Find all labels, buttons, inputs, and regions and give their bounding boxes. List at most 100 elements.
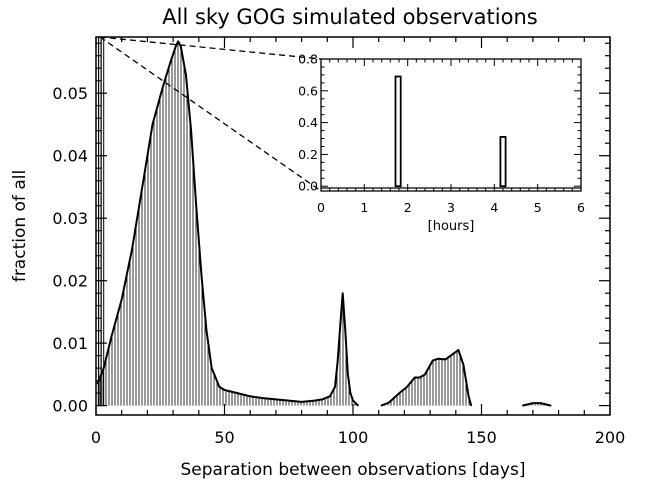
series-1-point: [357, 405, 359, 407]
series-2-point: [380, 405, 382, 407]
series-1-point: [249, 395, 251, 397]
y-tick-label: 0.03: [52, 209, 88, 228]
series-1-point: [121, 298, 123, 300]
series-2-point: [457, 349, 459, 351]
series-1-point: [313, 400, 315, 402]
series-1-point: [349, 392, 351, 394]
inset-x-axis-label: [hours]: [428, 219, 475, 234]
x-tick-label: 200: [595, 428, 626, 447]
series-1-point: [347, 373, 349, 375]
x-tick-label: 50: [214, 428, 234, 447]
near-zero-bars: [95, 36, 105, 407]
chart-title: All sky GOG simulated observations: [162, 5, 537, 29]
series-2-point: [419, 376, 421, 379]
y-tick-label: 0.00: [52, 397, 88, 416]
series-2-fill: [381, 350, 472, 406]
series-2-point: [398, 392, 400, 394]
series-2-point: [470, 405, 472, 407]
series-3-point: [532, 402, 534, 404]
series-1-point: [169, 61, 172, 63]
series-1-point: [288, 400, 290, 402]
series-1-point: [177, 40, 179, 43]
series-1-point: [321, 398, 323, 400]
series-2-point: [432, 360, 434, 362]
series-1-point: [110, 336, 112, 338]
series-1-point: [195, 205, 197, 207]
series-3-point: [550, 405, 552, 407]
series-1-point: [218, 386, 220, 388]
series-2-point: [444, 358, 447, 360]
series-1-point: [211, 367, 213, 369]
main-x-ticks: 0 50 100 150 200: [91, 37, 625, 447]
inset-x-tick-label: 3: [447, 200, 455, 215]
inset-y-tick-label: 0.2: [298, 147, 318, 162]
series-3-point: [522, 405, 524, 407]
series-1-point: [329, 395, 331, 397]
y-tick-label: 0.01: [52, 334, 88, 353]
series-1-fill: [97, 41, 359, 406]
zoom-connector: [99, 36, 322, 192]
main-y-ticks: 0.000.010.020.030.040.05: [52, 42, 610, 416]
series-3-line: [522, 402, 552, 407]
series-1-point: [175, 45, 177, 48]
inset-bar: [394, 75, 402, 188]
inset-x-tick-label: 4: [490, 200, 498, 215]
series-2-point: [406, 386, 408, 388]
inset-bar: [499, 135, 507, 188]
series-2-point: [462, 364, 465, 366]
series-1-point: [185, 73, 187, 76]
series-1-point: [236, 392, 238, 394]
series-3-point: [540, 402, 542, 404]
series-1-point: [205, 330, 208, 332]
main-chart: 0 50 100 150 200 0.000.010.020.030.040.05 Se…: [10, 36, 625, 480]
series-2-point: [437, 358, 439, 360]
series-1-point: [131, 248, 133, 250]
series-1-point: [96, 383, 98, 385]
series-2-point: [414, 376, 416, 379]
inset-x-ticks: 0 1 2 3 4 5 6: [317, 59, 585, 215]
inset-y-tick-label: 0.0: [298, 179, 318, 194]
series-1-point: [141, 186, 143, 188]
series-1-point: [200, 273, 202, 275]
series-2-point: [468, 395, 470, 397]
inset-x-tick-label: 5: [534, 200, 542, 215]
series-2-point: [452, 353, 454, 355]
inset-x-tick-label: 2: [404, 200, 412, 215]
series-2-point: [424, 373, 426, 375]
near-zero-bar: [100, 36, 105, 407]
series-1-point: [344, 330, 346, 332]
series-1-point: [339, 326, 341, 329]
x-tick-label: 100: [338, 428, 369, 447]
zoom-connector-top: [99, 36, 322, 60]
inset-x-tick-label: 1: [360, 200, 368, 215]
series-1-point: [162, 86, 164, 88]
main-area-fills: [97, 41, 551, 406]
series-1-point: [275, 398, 277, 400]
inset-chart: 0 1 2 3 4 5 6 0.0 0.2 0.4 0.6 0.8 [hours]: [298, 52, 585, 235]
series-1-point: [190, 130, 192, 132]
main-y-axis-label: fraction of all: [10, 170, 30, 282]
series-1-point: [180, 45, 182, 48]
inset-background: [321, 59, 581, 191]
main-series-lines: [96, 40, 552, 407]
series-1-point: [337, 361, 339, 363]
main-x-axis-label: Separation between observations [days]: [181, 460, 526, 480]
series-1-point: [352, 400, 354, 402]
inset-x-tick-label: 0: [317, 200, 325, 215]
x-tick-label: 150: [466, 428, 497, 447]
y-tick-label: 0.05: [52, 84, 88, 103]
series-1-point: [262, 397, 264, 399]
zoom-connector-bottom: [99, 36, 322, 192]
inset-y-ticks: 0.0 0.2 0.4 0.6 0.8: [298, 52, 581, 194]
y-tick-label: 0.02: [52, 272, 88, 291]
y-tick-label: 0.04: [52, 147, 88, 166]
series-1-point: [301, 401, 303, 403]
inset-bars: [394, 75, 507, 188]
inset-y-tick-label: 0.4: [298, 115, 318, 130]
series-1-point: [342, 292, 344, 294]
series-1-point: [223, 389, 226, 391]
series-3-fill: [522, 403, 551, 406]
series-1-point: [151, 123, 154, 126]
series-1-point: [334, 386, 336, 388]
